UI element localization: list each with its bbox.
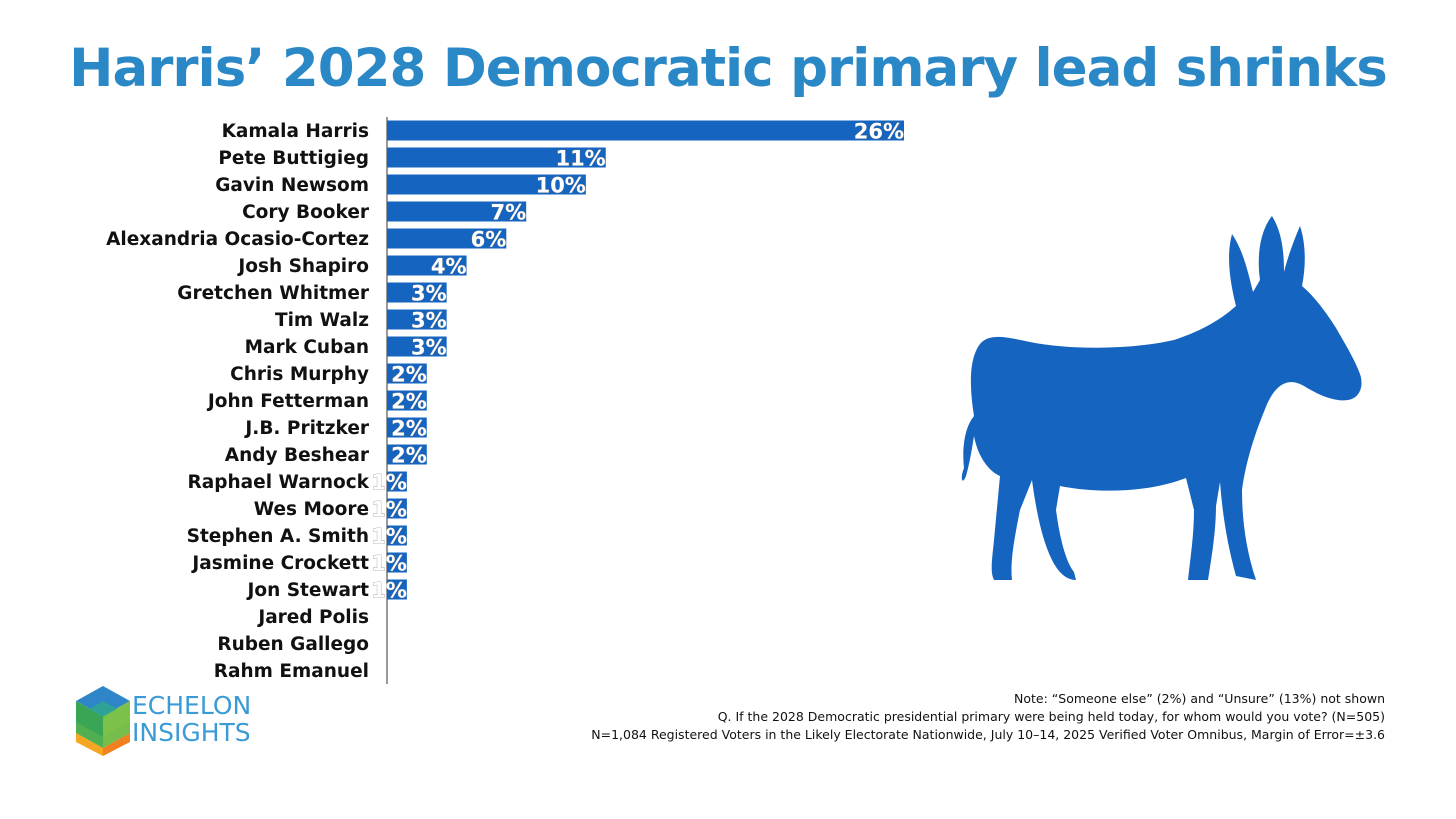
value-label: 2% [391,417,427,441]
echelon-cube-logo-icon [76,686,130,756]
value-label: 1% [371,552,407,576]
democratic-donkey-icon [961,216,1362,580]
category-label: Mark Cuban [245,337,369,358]
value-label: 26% [854,120,904,144]
bar [387,552,407,573]
question-line: Q. If the 2028 Democratic presidential p… [717,709,1385,724]
value-label: 6% [471,228,507,252]
value-label: 2% [391,444,427,468]
value-label: 7% [491,201,527,225]
bar [387,228,507,249]
category-label: Raphael Warnock [188,472,370,493]
category-label: Stephen A. Smith [187,526,369,547]
value-label: 3% [411,336,447,360]
value-label: 10% [536,174,586,198]
bar [387,255,467,276]
value-label: 3% [411,282,447,306]
bar [387,363,427,384]
value-label: 1% [371,498,407,522]
category-label: Rahm Emanuel [214,661,369,682]
category-label: Ruben Gallego [217,634,369,655]
category-label: Kamala Harris [222,121,369,142]
logo-text-echelon: ECHELON [132,691,252,720]
bar [387,120,904,141]
category-label: Tim Walz [275,310,369,331]
value-label: 4% [431,255,467,279]
category-label: J.B. Pritzker [243,418,369,439]
category-label: Jasmine Crockett [190,553,369,574]
category-label: Cory Booker [242,202,370,223]
category-label: Gretchen Whitmer [177,283,370,304]
category-label: Josh Shapiro [236,256,369,277]
bar [387,444,427,465]
category-label: Jared Polis [256,607,369,628]
bar [387,147,606,168]
bar [387,282,447,303]
bar [387,309,447,330]
bar [387,525,407,546]
category-label: Wes Moore [254,499,369,520]
category-label: Alexandria Ocasio-Cortez [106,229,369,250]
chart-title: Harris’ 2028 Democratic primary lead shr… [69,38,1388,99]
value-label: 1% [371,525,407,549]
bar [387,498,407,519]
bar [387,201,527,222]
value-label: 1% [371,471,407,495]
bar [387,390,427,411]
category-label: Jon Stewart [246,580,370,601]
category-label: Gavin Newsom [215,175,369,196]
value-label: 11% [555,147,605,171]
bar [387,174,586,195]
value-label: 1% [371,579,407,603]
bar [387,579,407,600]
footnotes: Note: “Someone else” (2%) and “Unsure” (… [591,690,1385,744]
category-label: Chris Murphy [230,364,369,385]
logo-text-insights: INSIGHTS [132,718,251,747]
category-label: Andy Beshear [225,445,370,466]
value-label: 2% [391,390,427,414]
category-label: Pete Buttigieg [218,148,369,169]
methodology-line: N=1,084 Registered Voters in the Likely … [591,727,1385,742]
value-label: 2% [391,363,427,387]
note-line: Note: “Someone else” (2%) and “Unsure” (… [1014,691,1385,706]
value-label: 3% [411,309,447,333]
bar [387,336,447,357]
bar [387,417,427,438]
bar [387,471,407,492]
category-label: John Fetterman [206,391,369,412]
